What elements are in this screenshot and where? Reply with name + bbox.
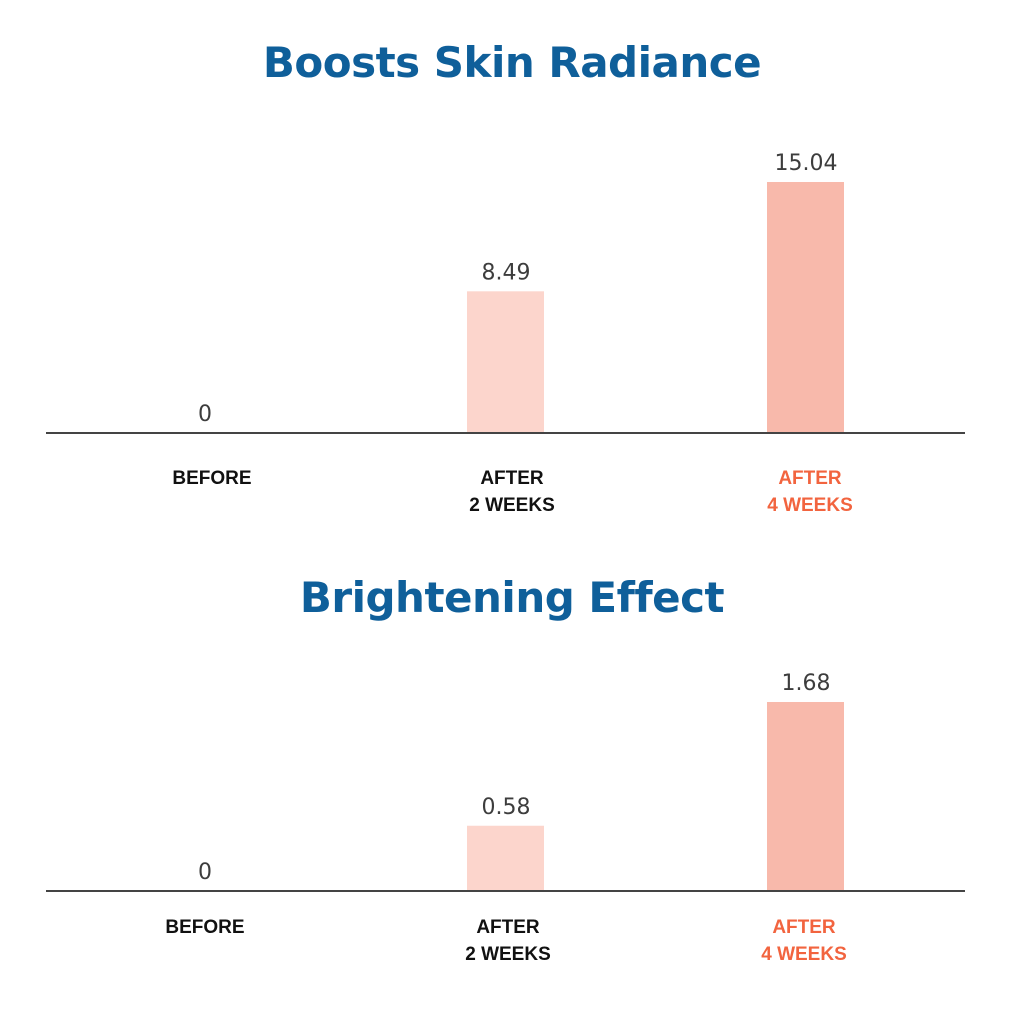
- category-label-0-line-0: BEFORE: [172, 468, 251, 489]
- category-label-0-line-0: BEFORE: [165, 917, 244, 938]
- value-label-1: 0.58: [482, 795, 531, 820]
- value-label-2: 1.68: [782, 671, 831, 696]
- bar-1: [467, 825, 544, 891]
- category-label-1-line-1: 2 WEEKS: [469, 495, 555, 516]
- value-label-0: 0: [198, 402, 212, 427]
- category-label-1-line-0: AFTER: [476, 917, 540, 938]
- brightening-bar-chart: 0 0.58 1.68 BEFORE AFTER 2 WEEKS AFTER 4 WEEKS: [46, 671, 965, 965]
- radiance-bar-chart: 0 8.49 15.04 BEFORE AFTER 2 WEEKS AFTER 4 WEEKS: [46, 151, 965, 516]
- bar-2: [767, 702, 844, 891]
- bar-2: [767, 182, 844, 433]
- category-label-2-line-0: AFTER: [778, 468, 842, 489]
- value-label-0: 0: [198, 860, 212, 885]
- category-label-1-line-1: 2 WEEKS: [465, 944, 551, 965]
- chart-title-radiance: Boosts Skin Radiance: [262, 38, 762, 87]
- category-label-1-line-0: AFTER: [480, 468, 544, 489]
- category-label-2-line-1: 4 WEEKS: [767, 495, 853, 516]
- category-label-2-line-1: 4 WEEKS: [761, 944, 847, 965]
- bar-1: [467, 291, 544, 433]
- value-label-2: 15.04: [775, 151, 838, 176]
- chart-title-brightening: Brightening Effect: [299, 573, 725, 622]
- category-label-2-line-0: AFTER: [772, 917, 836, 938]
- value-label-1: 8.49: [482, 260, 531, 285]
